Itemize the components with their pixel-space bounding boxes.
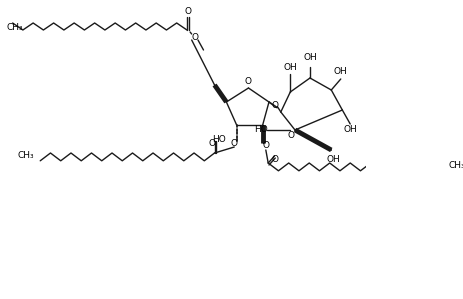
Text: O: O: [184, 7, 191, 16]
Text: O: O: [271, 100, 278, 109]
Text: OH: OH: [302, 54, 316, 62]
Text: CH₃: CH₃: [17, 151, 34, 160]
Text: O: O: [208, 138, 215, 147]
Text: CH₃: CH₃: [6, 22, 23, 31]
Text: O: O: [230, 138, 237, 147]
Text: HO: HO: [253, 126, 267, 135]
Text: HO: HO: [212, 135, 225, 144]
Text: OH: OH: [283, 62, 296, 71]
Text: OH: OH: [326, 155, 340, 164]
Text: O: O: [271, 155, 278, 164]
Text: OH: OH: [343, 126, 357, 135]
Text: OH: OH: [333, 68, 347, 77]
Text: O: O: [244, 77, 251, 86]
Text: O: O: [287, 132, 294, 141]
Text: CH₃: CH₃: [448, 161, 463, 170]
Text: O: O: [191, 33, 198, 42]
Text: O: O: [262, 141, 269, 150]
